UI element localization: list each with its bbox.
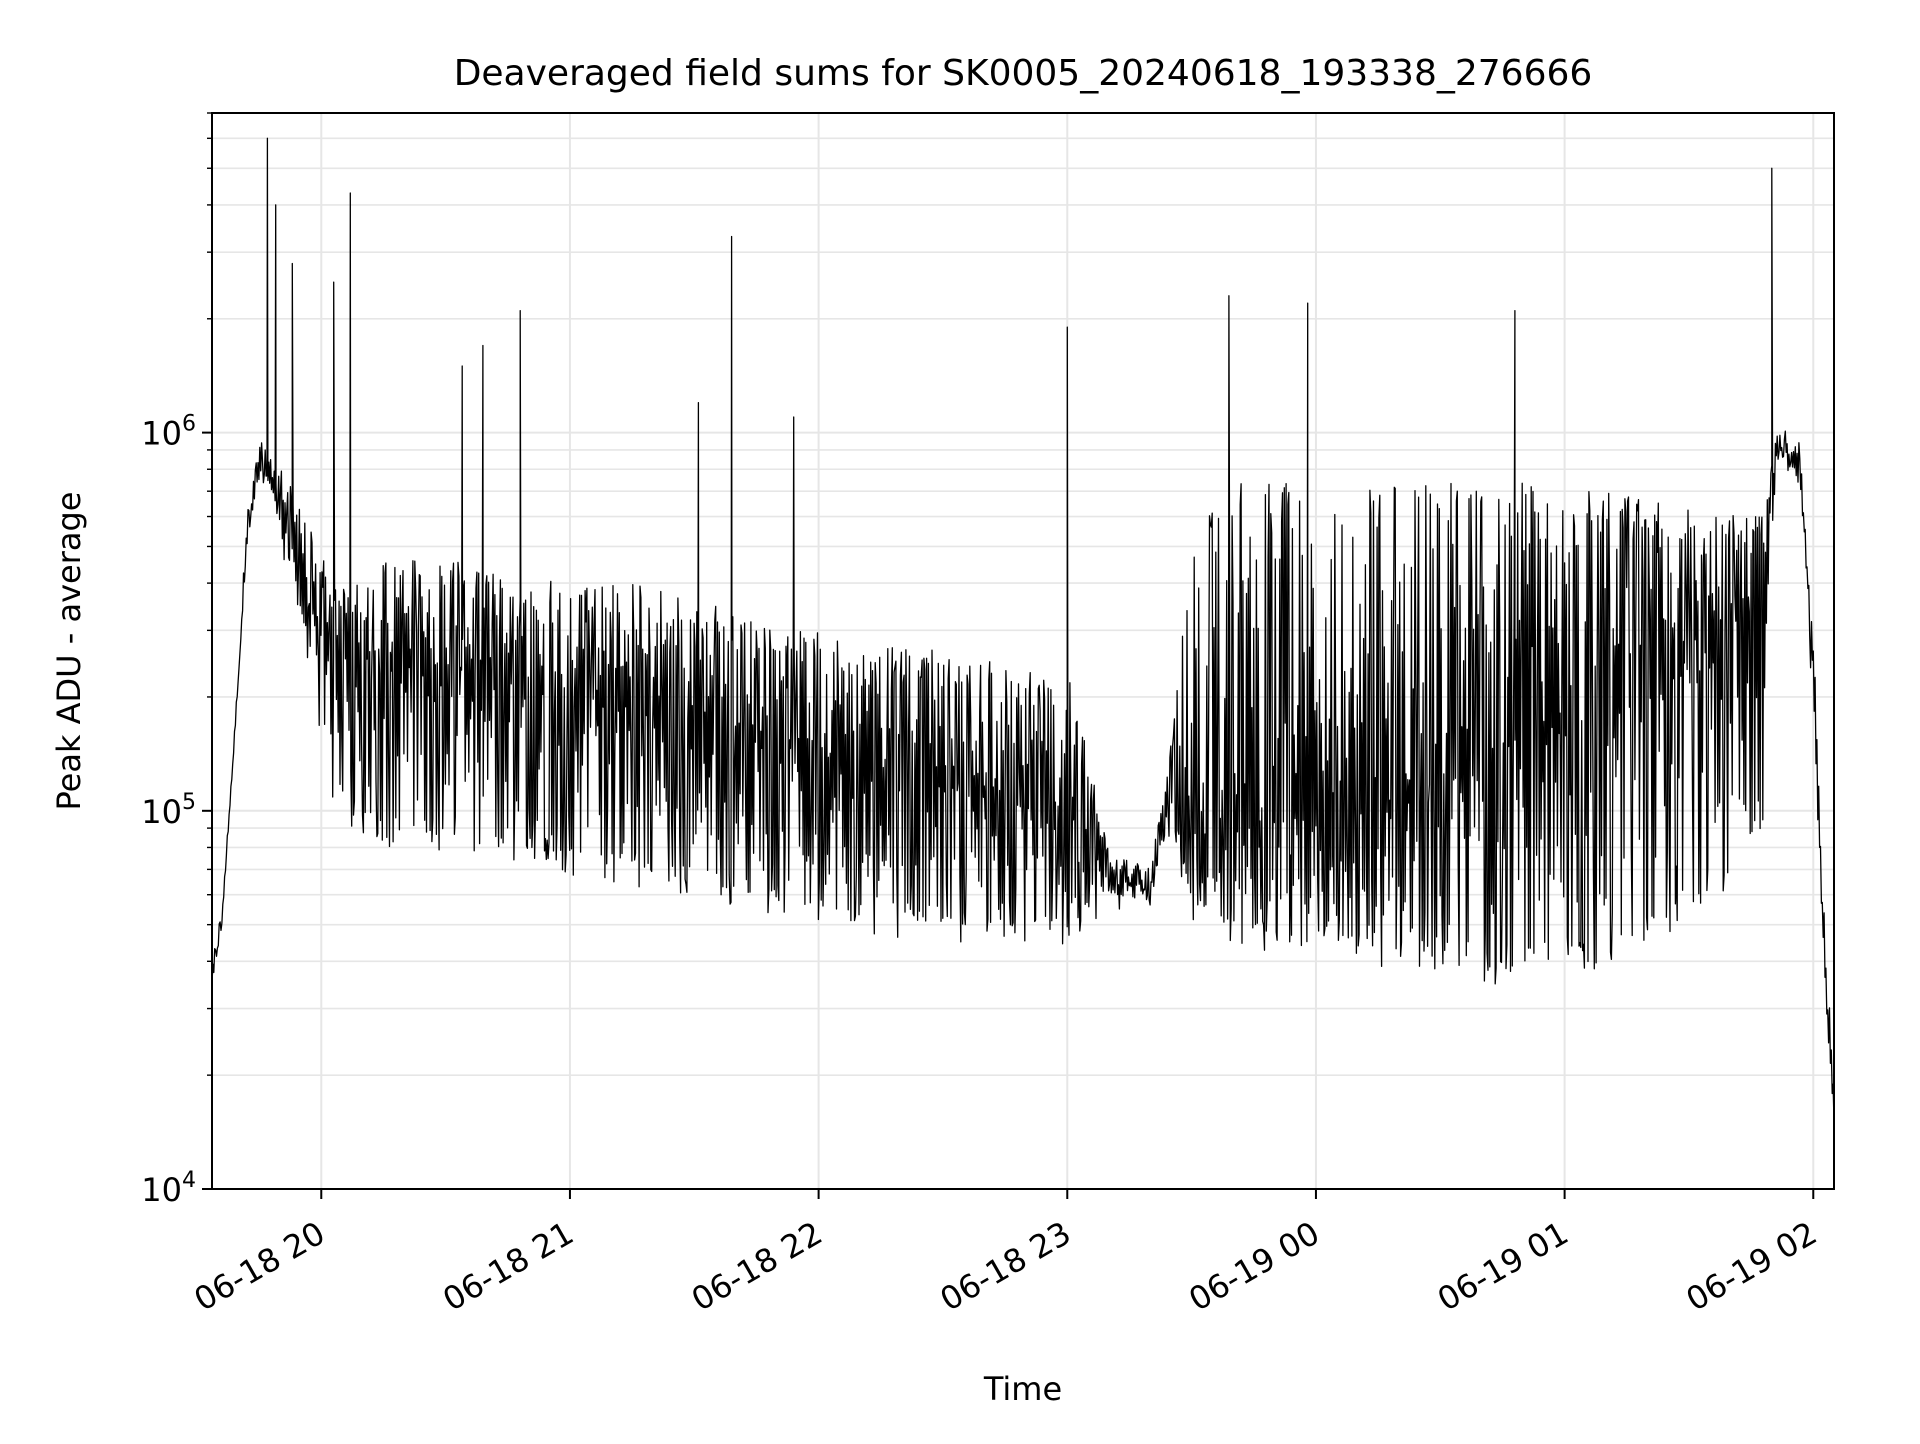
chart-title: Deaveraged field sums for SK0005_2024061… <box>454 53 1593 94</box>
x-axis-label: Time <box>983 1370 1062 1408</box>
plot-layer <box>211 137 1835 1123</box>
x-tick-label: 06-18 20 <box>188 1214 332 1319</box>
x-tick-label: 06-19 00 <box>1182 1214 1326 1319</box>
x-tick-label: 06-19 01 <box>1431 1214 1575 1319</box>
y-tick-label: 104 <box>141 1168 196 1209</box>
y-tick-label: 106 <box>141 412 196 453</box>
plot-frame <box>211 112 1835 1190</box>
x-tick-label: 06-18 23 <box>934 1214 1078 1319</box>
y-tick-label: 105 <box>141 790 196 831</box>
x-tick-label: 06-18 22 <box>685 1214 829 1319</box>
x-tick-label: 06-18 21 <box>436 1214 580 1319</box>
y-axis-label: Peak ADU - average <box>50 492 88 811</box>
x-tick-label: 06-19 02 <box>1680 1214 1824 1319</box>
series-line <box>211 137 1835 1123</box>
